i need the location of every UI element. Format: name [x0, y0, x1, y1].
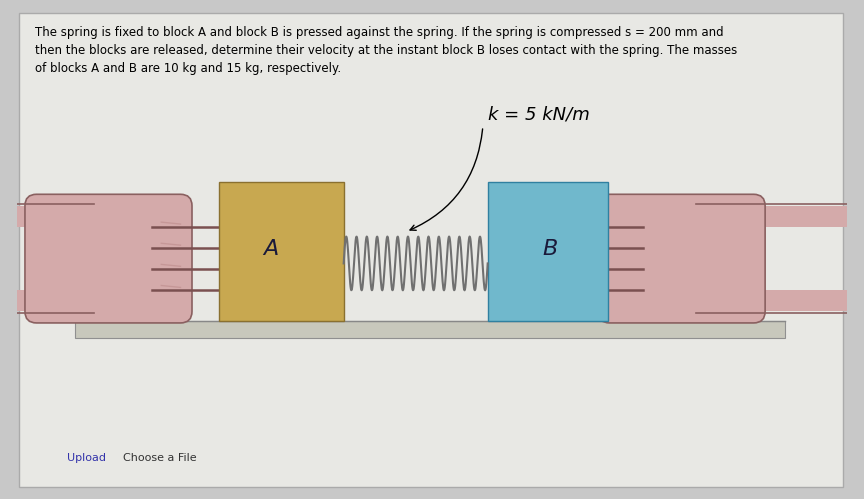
- FancyBboxPatch shape: [17, 206, 113, 227]
- Bar: [75, 321, 785, 338]
- FancyBboxPatch shape: [677, 206, 847, 227]
- Text: A: A: [264, 239, 279, 258]
- Bar: [487, 182, 607, 321]
- Text: Upload: Upload: [67, 453, 106, 463]
- FancyBboxPatch shape: [598, 194, 766, 323]
- Text: Choose a File: Choose a File: [123, 453, 196, 463]
- Text: k = 5 kN/m: k = 5 kN/m: [487, 106, 589, 124]
- Text: The spring is fixed to block A and block B is pressed against the spring. If the: The spring is fixed to block A and block…: [35, 26, 737, 75]
- FancyBboxPatch shape: [17, 290, 113, 311]
- Bar: [219, 182, 344, 321]
- Text: B: B: [543, 239, 557, 258]
- FancyBboxPatch shape: [19, 13, 843, 487]
- FancyBboxPatch shape: [25, 194, 192, 323]
- FancyBboxPatch shape: [677, 290, 847, 311]
